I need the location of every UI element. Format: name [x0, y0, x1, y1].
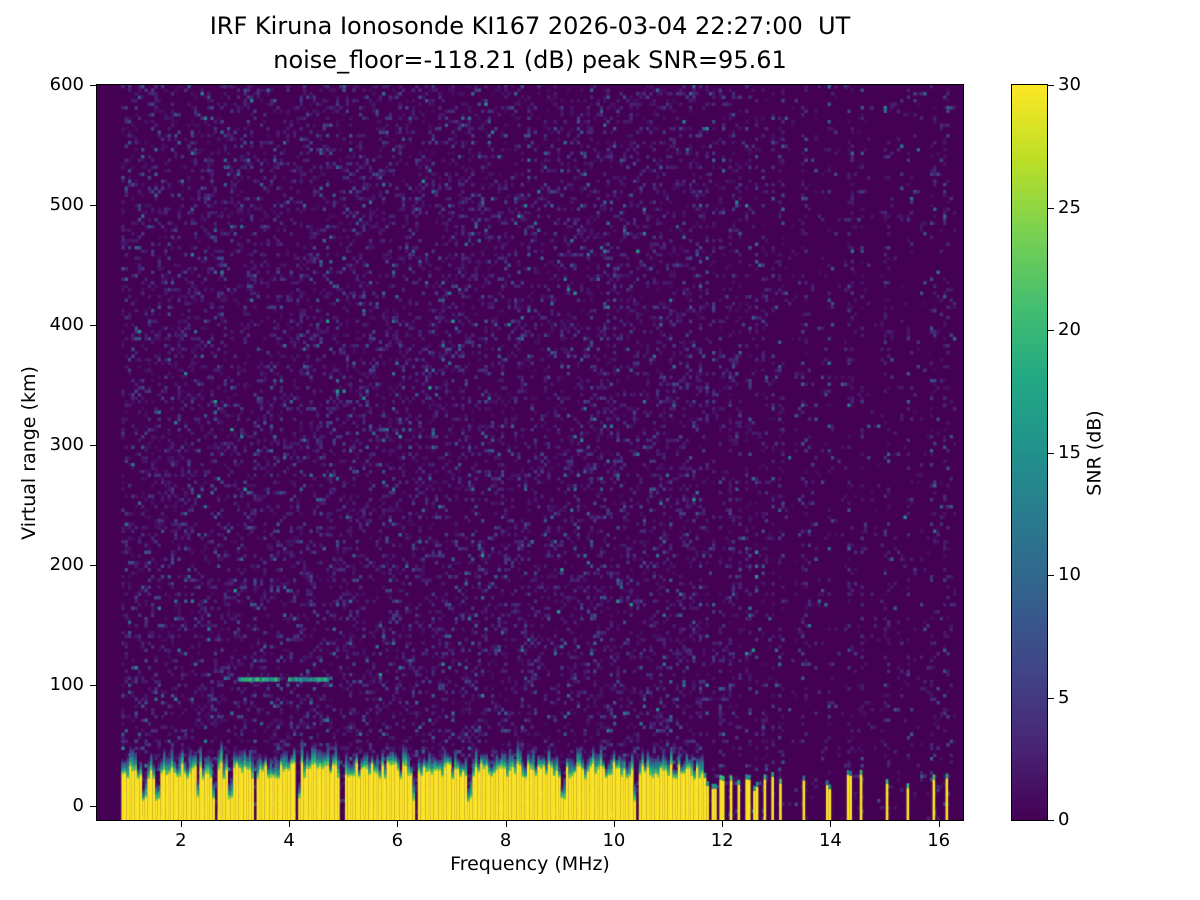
y-tick-mark [90, 205, 97, 207]
colorbar [1011, 84, 1048, 821]
y-tick-label: 500 [49, 194, 84, 216]
colorbar-tick-label: 25 [1058, 196, 1081, 218]
colorbar-tick-label: 5 [1058, 686, 1070, 708]
colorbar-tick-label: 10 [1058, 564, 1081, 585]
y-tick-mark [90, 805, 97, 807]
colorbar-tick-label: 30 [1058, 74, 1081, 95]
x-tick-label: 12 [710, 830, 734, 851]
colorbar-tick-mark [1048, 697, 1054, 699]
x-tick-mark [613, 821, 615, 827]
colorbar-tick-label: 15 [1058, 441, 1081, 463]
y-tick-mark [90, 565, 97, 567]
x-tick-mark [938, 821, 940, 827]
x-tick-label: 16 [927, 830, 951, 851]
x-tick-mark [830, 821, 832, 827]
colorbar-gradient [1012, 85, 1047, 820]
y-tick-mark [90, 685, 97, 687]
x-tick-mark [289, 821, 291, 827]
y-tick-label: 300 [49, 434, 84, 456]
x-tick-label: 6 [391, 830, 404, 851]
colorbar-tick-mark [1048, 575, 1054, 576]
colorbar-tick-mark [1048, 820, 1054, 821]
chart-subtitle: noise_floor=-118.21 (dB) peak SNR=95.61 [273, 46, 787, 74]
y-tick-label: 100 [49, 674, 84, 696]
x-tick-label: 8 [499, 830, 512, 851]
colorbar-label: SNR (dB) [1084, 409, 1106, 496]
x-tick-mark [397, 821, 399, 827]
y-tick-mark [90, 85, 97, 86]
colorbar-tick-mark [1048, 207, 1054, 209]
x-tick-label: 14 [818, 830, 842, 851]
colorbar-tick-label: 20 [1058, 319, 1081, 340]
y-tick-mark [90, 445, 97, 447]
y-tick-label: 200 [49, 554, 84, 576]
colorbar-tick-mark [1048, 85, 1054, 86]
colorbar-tick-mark [1048, 330, 1054, 331]
x-tick-mark [180, 821, 182, 827]
ionogram-heatmap [97, 85, 963, 820]
x-tick-label: 4 [283, 830, 295, 851]
colorbar-tick-label: 0 [1058, 809, 1070, 830]
y-tick-label: 0 [72, 794, 84, 816]
chart-title: IRF Kiruna Ionosonde KI167 2026-03-04 22… [209, 12, 851, 40]
y-tick-mark [90, 325, 97, 327]
colorbar-tick-mark [1048, 452, 1054, 454]
x-tick-mark [722, 821, 724, 827]
y-tick-label: 400 [49, 314, 84, 336]
colorbar-label-box: SNR (dB) [1080, 85, 1110, 820]
y-tick-label: 600 [49, 74, 84, 95]
x-tick-label: 2 [175, 830, 187, 851]
x-tick-mark [505, 821, 507, 827]
x-axis-label: Frequency (MHz) [450, 853, 610, 875]
x-tick-label: 10 [602, 830, 626, 851]
plot-area [96, 84, 964, 821]
